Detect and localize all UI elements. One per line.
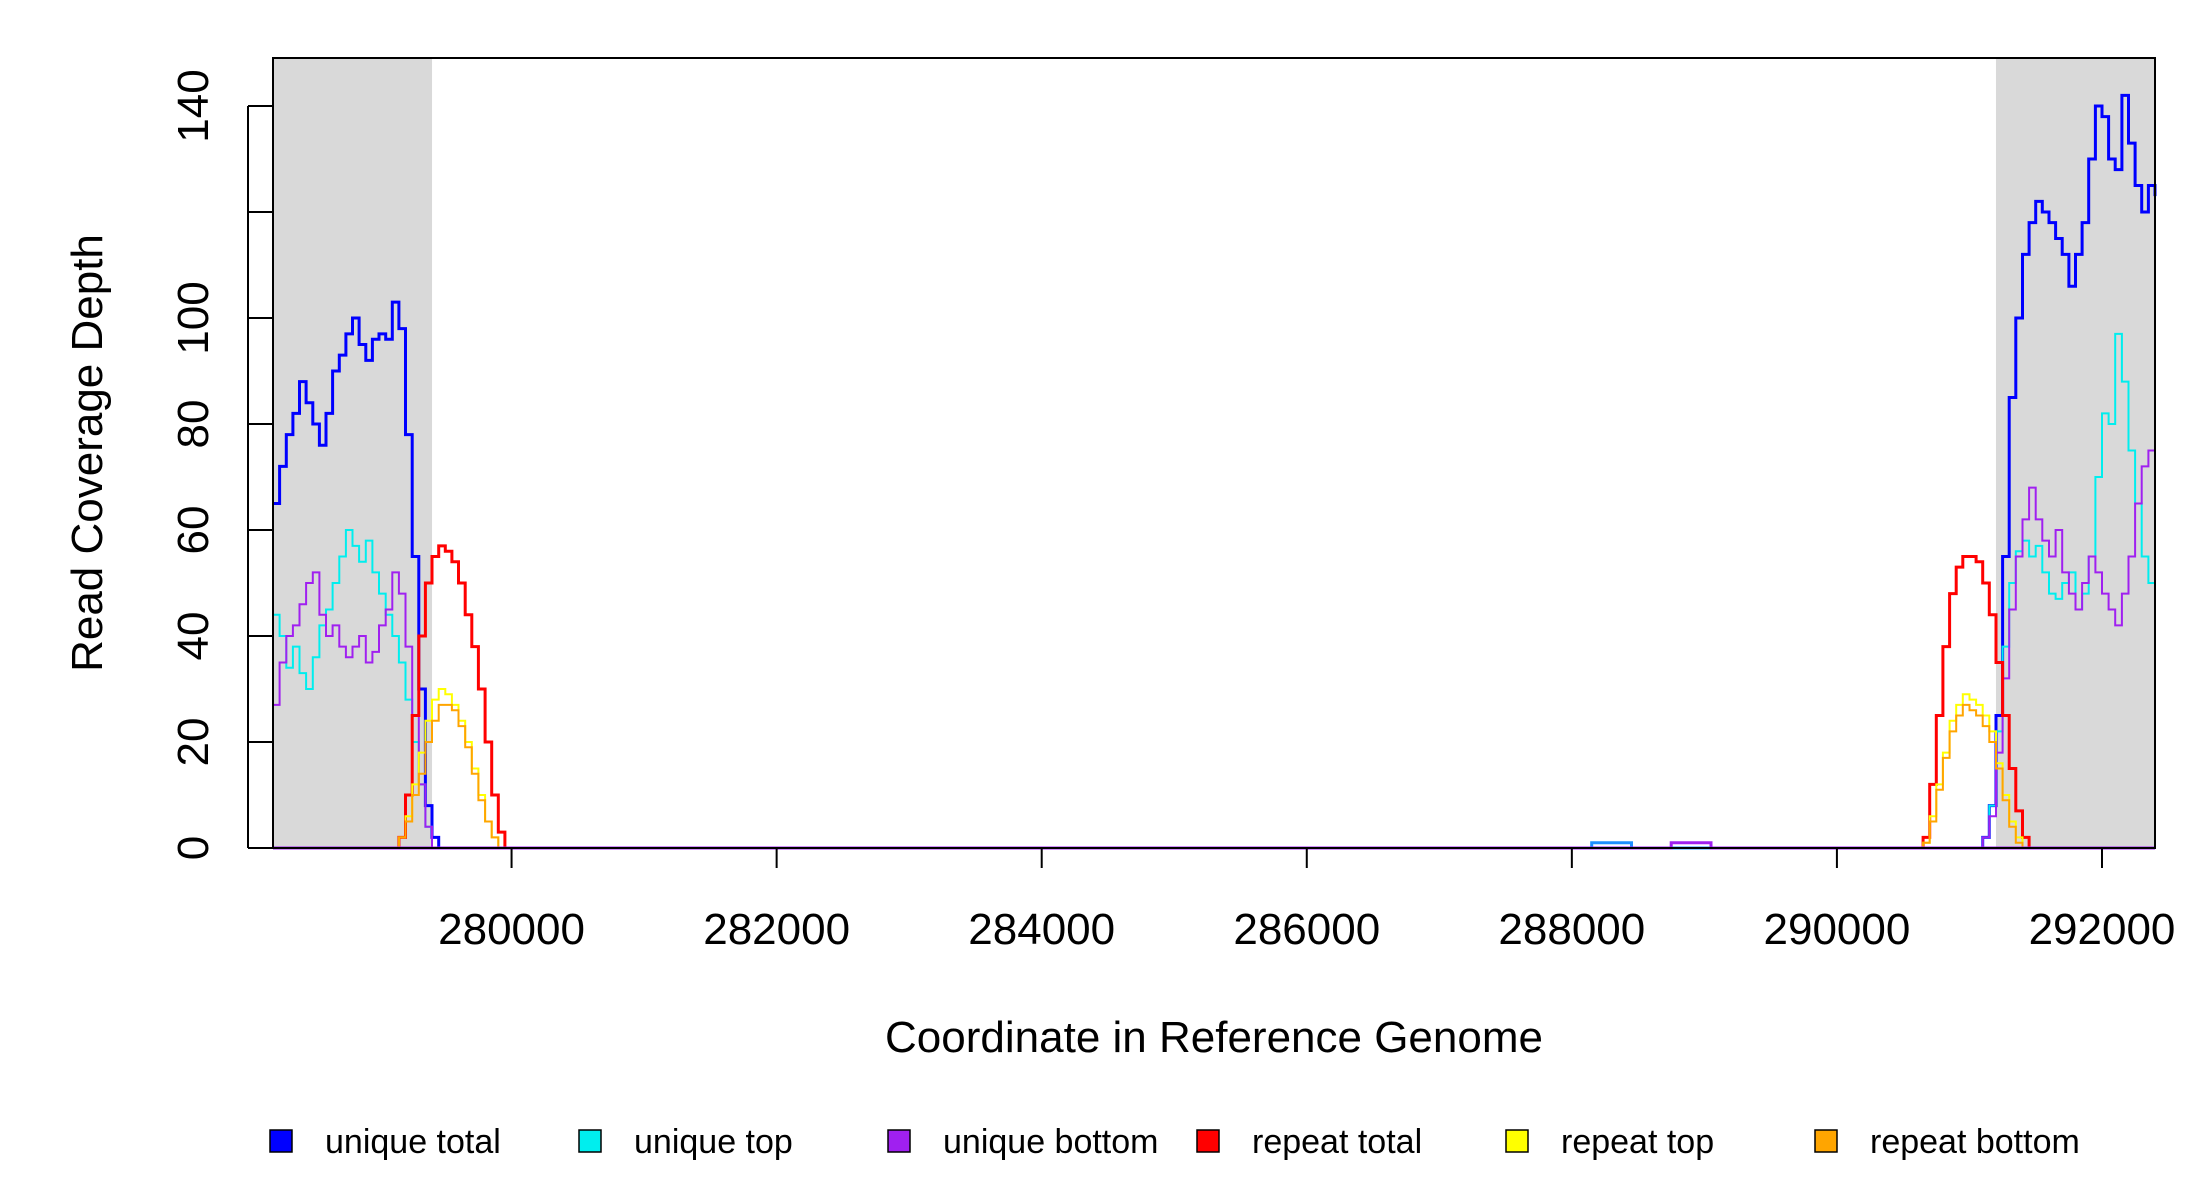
x-tick-label: 290000 [1764, 905, 1911, 954]
legend-label-unique-top: unique top [634, 1123, 793, 1161]
legend-label-unique-bottom: unique bottom [943, 1123, 1159, 1161]
series-line-repeat-top [273, 688, 2155, 849]
x-axis-title: Coordinate in Reference Genome [885, 1013, 1543, 1062]
legend-swatch-unique-bottom [887, 1129, 911, 1153]
x-tick-label: 286000 [1233, 905, 1380, 954]
legend-swatch-repeat-bottom [1814, 1129, 1838, 1153]
y-axis: 0 20 40 60 80 100 140 [169, 69, 273, 860]
plot-frame [272, 57, 2156, 849]
x-axis: 280000 282000 284000 286000 288000 290000 2920… [438, 847, 2176, 954]
y-tick-label: 100 [169, 281, 218, 354]
legend-label-repeat-top: repeat top [1561, 1123, 1714, 1161]
legend-label-repeat-bottom: repeat bottom [1870, 1123, 2080, 1161]
y-tick-label: 140 [169, 69, 218, 142]
y-tick-label: 80 [169, 400, 218, 449]
x-tick-label: 284000 [968, 905, 1115, 954]
series-line-repeat-bottom [273, 703, 2155, 849]
legend-swatch-repeat-top [1505, 1129, 1529, 1153]
series-lines [273, 93, 2157, 850]
y-tick-label: 60 [169, 506, 218, 555]
y-axis-title: Read Coverage Depth [63, 234, 112, 672]
shaded-region-1 [1995, 58, 2155, 848]
legend-swatch-unique-top [578, 1129, 602, 1153]
legend-label-unique-total: unique total [325, 1123, 501, 1161]
legend-swatch-repeat-total [1196, 1129, 1220, 1153]
shaded-regions [273, 58, 2155, 848]
shaded-region-0 [273, 58, 433, 848]
legend-swatch-unique-total [269, 1129, 293, 1153]
x-tick-label: 292000 [2029, 905, 2176, 954]
series-line-unique-top [273, 332, 2156, 849]
series-line-unique-total [273, 93, 2157, 850]
y-tick-label: 20 [169, 718, 218, 767]
y-tick-label: 40 [169, 612, 218, 661]
series-line-repeat-total [273, 544, 2155, 850]
y-tick-label: 0 [169, 836, 218, 860]
series-line-unique-bottom [273, 449, 2156, 849]
legend: unique total unique top unique bottom repea… [269, 1123, 2080, 1161]
legend-label-repeat-total: repeat total [1252, 1123, 1422, 1161]
x-tick-label: 288000 [1498, 905, 1645, 954]
x-tick-label: 280000 [438, 905, 585, 954]
x-tick-label: 282000 [703, 905, 850, 954]
